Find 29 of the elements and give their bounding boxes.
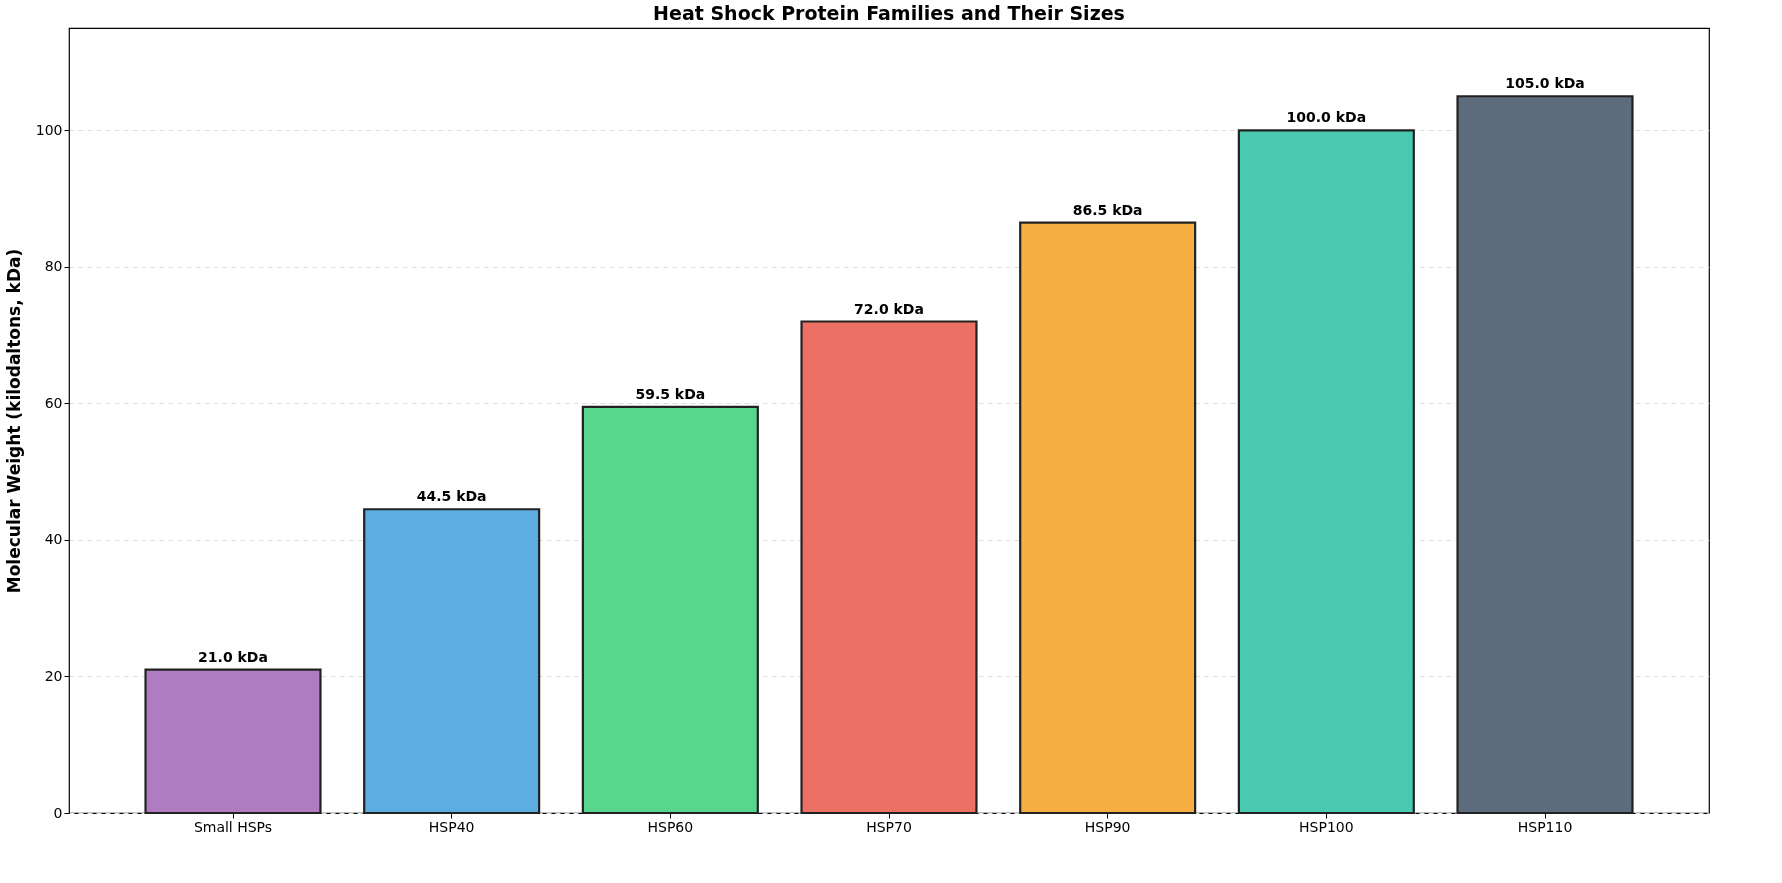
data-label: 44.5 kDa	[416, 488, 487, 505]
data-label: 72.0 kDa	[854, 300, 924, 317]
x-tick-label: HSP90	[1084, 818, 1131, 835]
y-tick-label: 100	[35, 121, 63, 138]
bar	[1019, 221, 1197, 815]
y-tick-label: 20	[44, 667, 63, 684]
data-label: 21.0 kDa	[198, 648, 268, 665]
data-label: 86.5 kDa	[1072, 201, 1143, 218]
x-tick-label: HSP60	[647, 818, 694, 835]
x-tick-label: HSP40	[428, 818, 475, 835]
y-tick-label: 40	[44, 531, 63, 548]
y-tick-label: 80	[44, 258, 63, 275]
data-label: 100.0 kDa	[1286, 109, 1367, 126]
bar	[581, 405, 759, 815]
x-tick-label: HSP100	[1299, 818, 1354, 835]
chart-title: Heat Shock Protein Families and Their Sizes	[653, 2, 1125, 24]
bar	[800, 320, 978, 815]
bar	[1456, 95, 1634, 815]
data-label: 59.5 kDa	[635, 385, 706, 402]
y-tick-label: 60	[44, 394, 63, 411]
bar	[363, 508, 541, 815]
x-tick-label: HSP110	[1517, 818, 1573, 835]
y-axis-title: Molecular Weight (kilodaltons, kDa)	[3, 248, 24, 594]
bar	[1237, 129, 1415, 815]
bar	[144, 668, 322, 815]
y-tick-label: 0	[53, 804, 63, 821]
data-label: 105.0 kDa	[1505, 75, 1585, 92]
x-tick-label: HSP70	[866, 818, 912, 835]
x-tick-label: Small HSPs	[193, 818, 273, 835]
